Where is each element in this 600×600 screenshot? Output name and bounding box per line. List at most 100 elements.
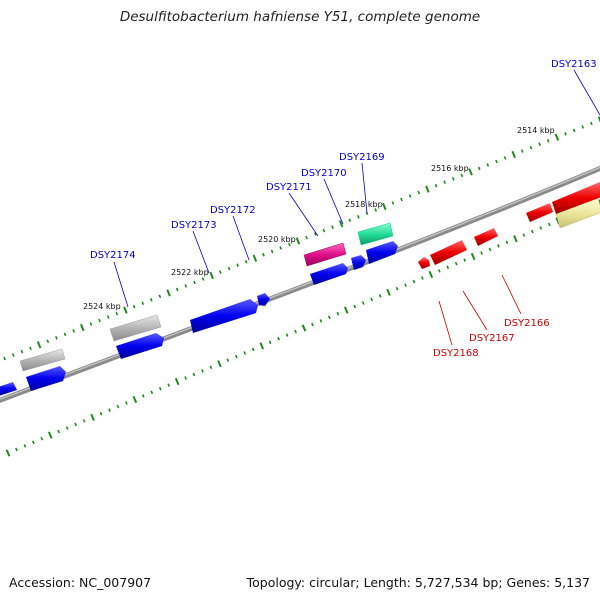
minor-tick [370, 297, 374, 302]
minor-tick [218, 270, 222, 274]
gene-label[interactable]: DSY2163 [551, 59, 597, 70]
kbp-label: 2516 kbp [431, 164, 469, 173]
gene-red[interactable] [474, 228, 498, 246]
minor-tick [408, 194, 412, 198]
minor-tick [313, 232, 317, 236]
minor-tick [89, 322, 93, 326]
gene-gray[interactable] [109, 314, 162, 342]
minor-tick [395, 286, 399, 291]
minor-tick [262, 253, 265, 257]
gene-label[interactable]: DSY2169 [339, 152, 385, 163]
gene-label[interactable]: DSY2168 [433, 348, 479, 359]
gene-label[interactable]: DSY2174 [90, 250, 136, 261]
minor-tick [305, 235, 308, 240]
genome-title: Desulfitobacterium hafniense Y51, comple… [119, 9, 481, 25]
minor-tick [31, 440, 35, 445]
gene-label[interactable]: DSY2170 [301, 168, 347, 179]
major-tick [382, 202, 387, 211]
gene-magenta[interactable] [303, 242, 347, 267]
major-tick [554, 133, 560, 141]
genome-backbone-highlight [0, 166, 600, 400]
gene-blue[interactable] [351, 255, 366, 270]
minor-tick [63, 332, 67, 337]
minor-tick [311, 322, 314, 327]
major-tick [80, 323, 85, 332]
minor-tick [480, 251, 483, 255]
gene-blue[interactable] [310, 263, 348, 285]
gene-label[interactable]: DSY2172 [210, 205, 256, 216]
minor-tick [141, 301, 145, 305]
minor-tick [327, 315, 331, 320]
minor-tick [319, 319, 323, 323]
gene-blue[interactable] [190, 299, 258, 333]
major-tick [295, 237, 301, 245]
minor-tick [116, 404, 120, 409]
tick-track-outer [3, 116, 600, 361]
minor-tick [201, 277, 205, 281]
minor-tick [443, 180, 447, 184]
minor-tick [251, 347, 255, 352]
major-tick [123, 306, 128, 314]
minor-tick [451, 177, 455, 181]
gene-red[interactable] [430, 240, 467, 265]
gene-labels-blue: DSY2174 DSY2173 DSY2172 DSY2171 DSY2170 … [90, 59, 600, 308]
gene-blue[interactable] [0, 382, 17, 396]
kbp-label: 2524 kbp [83, 302, 121, 311]
minor-tick [581, 125, 585, 129]
minor-tick [294, 329, 297, 334]
minor-tick [106, 315, 110, 319]
minor-tick [226, 358, 230, 362]
minor-tick [55, 336, 58, 340]
minor-tick [175, 287, 179, 292]
gene-blue[interactable] [116, 333, 164, 359]
gene-red[interactable] [526, 203, 553, 222]
major-tick [511, 150, 516, 159]
major-tick [425, 185, 430, 193]
minor-tick [192, 372, 196, 377]
major-tick [36, 341, 42, 349]
minor-tick [437, 269, 441, 273]
gene-blue[interactable] [257, 293, 270, 306]
minor-tick [336, 311, 340, 316]
minor-tick [391, 201, 395, 205]
minor-tick [227, 266, 231, 271]
minor-tick [497, 244, 500, 248]
major-tick [259, 342, 265, 350]
minor-tick [3, 356, 6, 361]
minor-tick [454, 261, 458, 266]
minor-tick [115, 311, 119, 316]
genome-stats-label: Topology: circular; Length: 5,727,534 bp… [246, 575, 590, 590]
major-tick [428, 270, 434, 279]
gene-red[interactable] [552, 182, 600, 214]
minor-tick [331, 225, 334, 229]
minor-tick [486, 163, 490, 167]
minor-tick [288, 242, 291, 247]
minor-tick [460, 173, 464, 178]
kbp-label: 2520 kbp [258, 235, 296, 244]
minor-tick [193, 280, 196, 285]
minor-tick [546, 138, 550, 143]
minor-tick [417, 190, 421, 195]
gene-gray[interactable] [19, 348, 66, 372]
minor-tick [20, 349, 24, 354]
gene-blue[interactable] [366, 241, 398, 264]
gene-label[interactable]: DSY2171 [266, 182, 312, 193]
gene-red[interactable] [418, 257, 430, 269]
minor-tick [564, 132, 567, 136]
gene-label[interactable]: DSY2166 [504, 318, 550, 329]
accession-label: Accession: NC_007907 [9, 575, 152, 590]
major-tick [597, 116, 600, 123]
minor-tick [65, 426, 69, 430]
minor-tick [167, 383, 171, 387]
gene-label[interactable]: DSY2173 [171, 220, 217, 231]
gene-label[interactable]: DSY2167 [469, 333, 515, 344]
minor-tick [234, 354, 238, 359]
major-tick [174, 377, 180, 386]
major-tick [343, 306, 349, 314]
minor-tick [72, 329, 76, 333]
minor-tick [446, 265, 450, 270]
gene-green[interactable] [357, 222, 394, 246]
gene-blue[interactable] [26, 366, 66, 391]
minor-tick [40, 436, 44, 441]
